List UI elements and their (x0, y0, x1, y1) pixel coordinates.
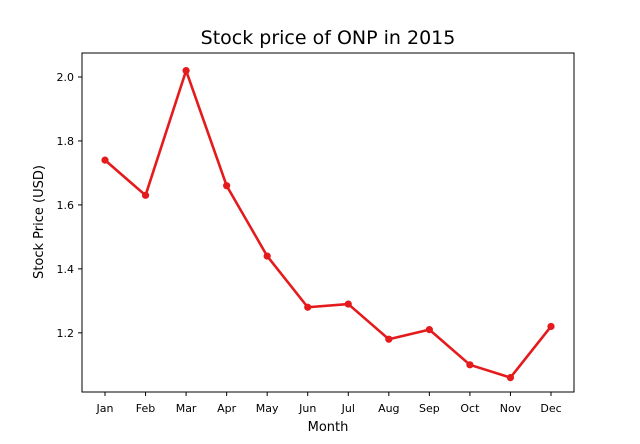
x-tick-label: Mar (176, 402, 197, 415)
x-axis-ticks: Jan Feb Mar Apr May Jun Jul Aug Sep Oct Nov Dec (96, 392, 562, 415)
x-tick-label: Dec (540, 402, 561, 415)
x-tick-label: Apr (217, 402, 237, 415)
data-point-jun (304, 303, 312, 311)
x-axis-label: Month (308, 420, 349, 435)
data-point-feb (141, 191, 150, 199)
series-points (101, 66, 555, 382)
y-tick-label: 1.4 (57, 263, 75, 276)
x-tick-label: May (256, 402, 279, 415)
y-axis-label: Stock Price (USD) (32, 165, 47, 279)
y-tick-label: 1.2 (57, 327, 75, 340)
data-point-mar (182, 66, 190, 75)
x-tick-label: Jun (298, 402, 316, 415)
data-point-jan (101, 156, 109, 164)
data-point-oct (466, 361, 474, 369)
x-tick-label: Jan (96, 402, 114, 415)
y-tick-label: 2.0 (57, 71, 75, 84)
plot-frame (81, 52, 575, 393)
x-tick-label: Aug (378, 402, 399, 415)
chart-title: Stock price of ONP in 2015 (201, 27, 456, 49)
data-point-may (263, 252, 271, 260)
y-tick-label: 1.6 (57, 199, 75, 212)
data-point-apr (223, 182, 231, 190)
data-point-nov (506, 374, 515, 382)
x-tick-label: Nov (500, 402, 522, 415)
x-tick-label: Jul (341, 402, 355, 415)
y-axis-ticks: 1.2 1.4 1.6 1.8 2.0 (57, 71, 82, 340)
x-tick-label: Feb (136, 402, 155, 415)
x-tick-label: Oct (460, 402, 480, 415)
y-tick-label: 1.8 (57, 135, 75, 148)
data-point-dec (547, 322, 555, 331)
data-point-sep (425, 326, 433, 334)
series-line (103, 69, 553, 379)
data-point-aug (385, 335, 393, 343)
x-tick-label: Sep (419, 402, 440, 415)
data-point-jul (344, 300, 352, 308)
